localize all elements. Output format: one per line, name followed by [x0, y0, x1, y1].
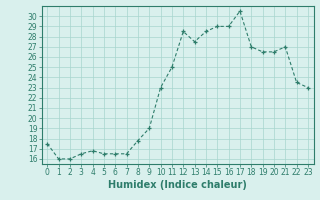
- X-axis label: Humidex (Indice chaleur): Humidex (Indice chaleur): [108, 180, 247, 190]
